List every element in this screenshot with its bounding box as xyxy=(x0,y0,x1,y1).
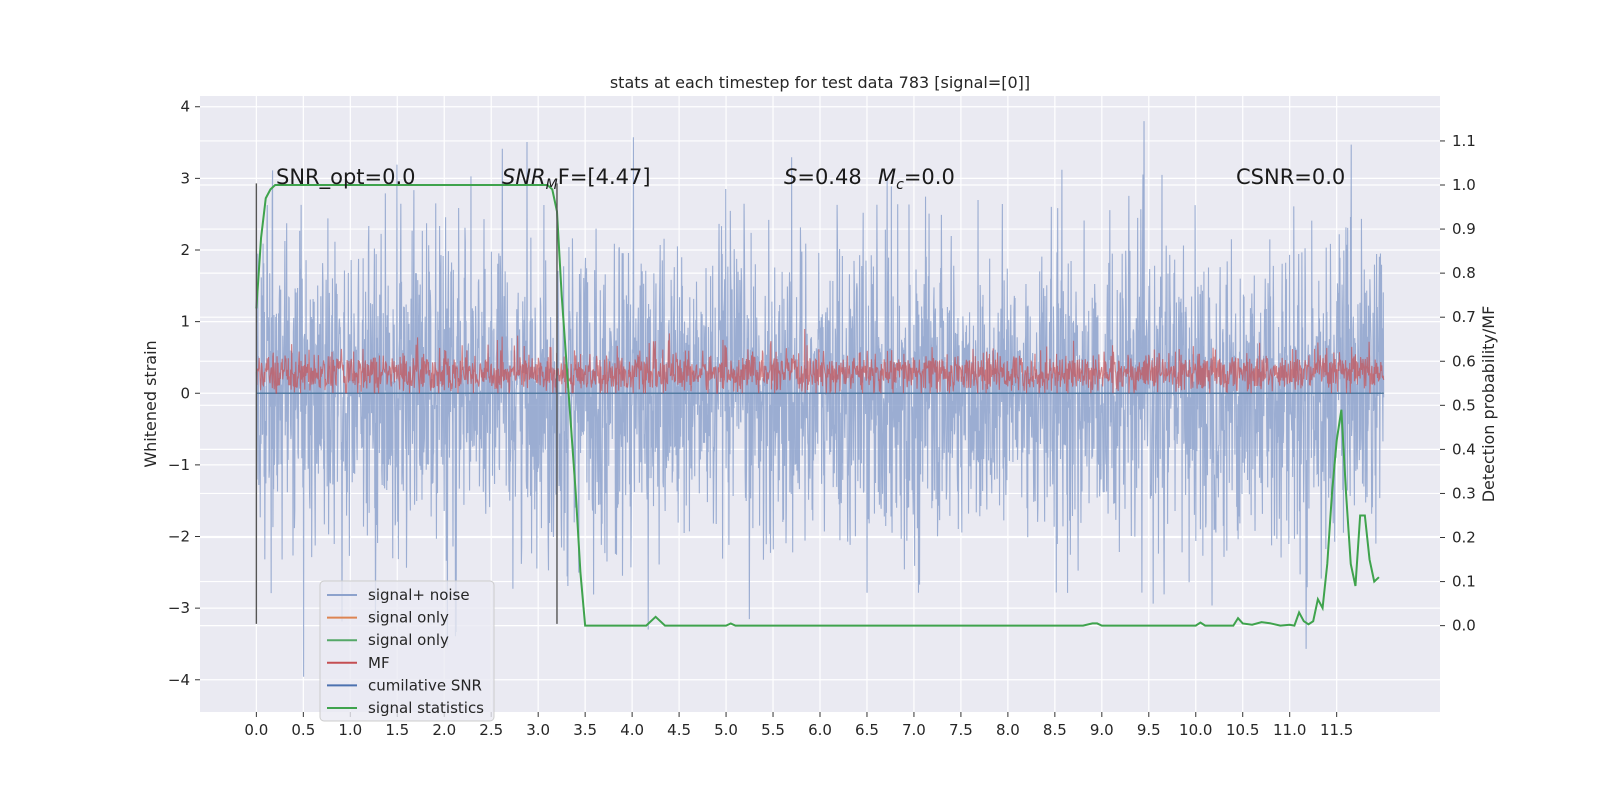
x-tick-label: 0.0 xyxy=(244,721,268,739)
legend-items: signal+ noise signal only signal only MF cum… xyxy=(327,586,484,717)
y-axis-right-ticks: 1.1 1.0 0.9 0.8 0.7 0.6 0.5 0.4 0.3 0.2 0.1 0.0 xyxy=(1440,132,1476,635)
legend-label: signal+ noise xyxy=(368,586,470,604)
annotation-snr-opt: SNR_opt=0.0 xyxy=(276,165,416,190)
s-value: =0.48 xyxy=(797,165,861,189)
y-right-tick-label: 0.7 xyxy=(1452,308,1476,326)
x-tick-label: 2.0 xyxy=(432,721,456,739)
x-tick-label: 4.5 xyxy=(667,721,691,739)
annotation-snr-mf: SNRMF=[4.47] xyxy=(502,165,651,193)
y-tick-label: −4 xyxy=(168,671,190,689)
series-signal-noise xyxy=(255,121,1385,677)
y-tick-label: 4 xyxy=(180,98,190,116)
legend-label: signal statistics xyxy=(368,699,484,717)
x-tick-label: 8.0 xyxy=(996,721,1020,739)
x-tick-label: 5.5 xyxy=(761,721,785,739)
y-right-tick-label: 1.0 xyxy=(1452,176,1476,194)
x-tick-label: 8.5 xyxy=(1043,721,1067,739)
series-layer xyxy=(255,121,1385,677)
x-tick-label: 11.5 xyxy=(1320,721,1353,739)
y-right-tick-label: 0.1 xyxy=(1452,573,1476,591)
x-tick-label: 11.0 xyxy=(1273,721,1306,739)
y-tick-label: 3 xyxy=(180,169,190,187)
mc-label: M xyxy=(878,165,896,189)
x-tick-label: 9.0 xyxy=(1090,721,1114,739)
y-axis-ticks: 4 3 2 1 0 −1 −2 −3 −4 xyxy=(168,98,200,689)
legend-label: signal only xyxy=(368,631,449,649)
snr-mf-main: SNR xyxy=(502,165,546,189)
y-right-tick-label: 0.0 xyxy=(1452,617,1476,635)
legend: signal+ noise signal only signal only MF cum… xyxy=(319,580,495,722)
y-right-tick-label: 0.6 xyxy=(1452,352,1476,370)
legend-label: MF xyxy=(368,654,390,672)
y-right-tick-label: 0.3 xyxy=(1452,484,1476,502)
annotation-mc: Mc=0.0 xyxy=(878,165,955,193)
y-tick-label: 0 xyxy=(180,384,190,402)
y-axis-label: Whitened strain xyxy=(141,340,160,467)
annotation-s: S=0.48 xyxy=(784,165,862,189)
y-tick-label: 2 xyxy=(180,241,190,259)
y-right-tick-label: 0.9 xyxy=(1452,220,1476,238)
vertical-markers xyxy=(255,183,558,624)
x-tick-label: 10.5 xyxy=(1226,721,1259,739)
x-tick-label: 2.5 xyxy=(479,721,503,739)
y-axis-right-label: Detection probability/MF xyxy=(1479,306,1498,503)
y-tick-label: 1 xyxy=(180,313,190,331)
snr-mf-tail: F=[4.47] xyxy=(558,165,651,189)
x-tick-label: 7.0 xyxy=(902,721,926,739)
x-tick-label: 5.0 xyxy=(714,721,738,739)
x-tick-label: 3.5 xyxy=(573,721,597,739)
y-tick-label: −1 xyxy=(168,456,190,474)
mc-value: =0.0 xyxy=(904,165,955,189)
x-tick-label: 6.5 xyxy=(855,721,879,739)
snr-mf-sub: M xyxy=(546,177,558,193)
y-tick-label: −2 xyxy=(168,528,190,546)
y-right-tick-label: 0.5 xyxy=(1452,396,1476,414)
mc-sub: c xyxy=(896,177,904,193)
y-right-tick-label: 0.8 xyxy=(1452,264,1476,282)
x-axis-ticks: 0.0 0.5 1.0 1.5 2.0 2.5 3.0 3.5 4.0 4.5 5.0 5.5 6.0 6… xyxy=(244,712,1353,739)
x-tick-label: 0.5 xyxy=(291,721,315,739)
x-tick-label: 10.0 xyxy=(1179,721,1212,739)
x-tick-label: 1.0 xyxy=(338,721,362,739)
x-tick-label: 9.5 xyxy=(1137,721,1161,739)
legend-label: signal only xyxy=(368,609,449,627)
x-tick-label: 7.5 xyxy=(949,721,973,739)
legend-box xyxy=(319,580,495,722)
y-right-tick-label: 0.2 xyxy=(1452,529,1476,547)
annotation-csnr: CSNR=0.0 xyxy=(1236,165,1345,189)
x-tick-label: 4.0 xyxy=(620,721,644,739)
y-right-tick-label: 0.4 xyxy=(1452,440,1476,458)
x-tick-label: 3.0 xyxy=(526,721,550,739)
chart-title: stats at each timestep for test data 783… xyxy=(610,73,1030,92)
x-tick-label: 1.5 xyxy=(385,721,409,739)
x-tick-label: 6.0 xyxy=(808,721,832,739)
y-right-tick-label: 1.1 xyxy=(1452,132,1476,150)
y-tick-label: −3 xyxy=(168,599,190,617)
s-label: S xyxy=(784,165,797,189)
series-signal-statistics xyxy=(255,184,1380,627)
legend-label: cumilative SNR xyxy=(368,676,482,694)
series-mf xyxy=(255,328,1385,394)
